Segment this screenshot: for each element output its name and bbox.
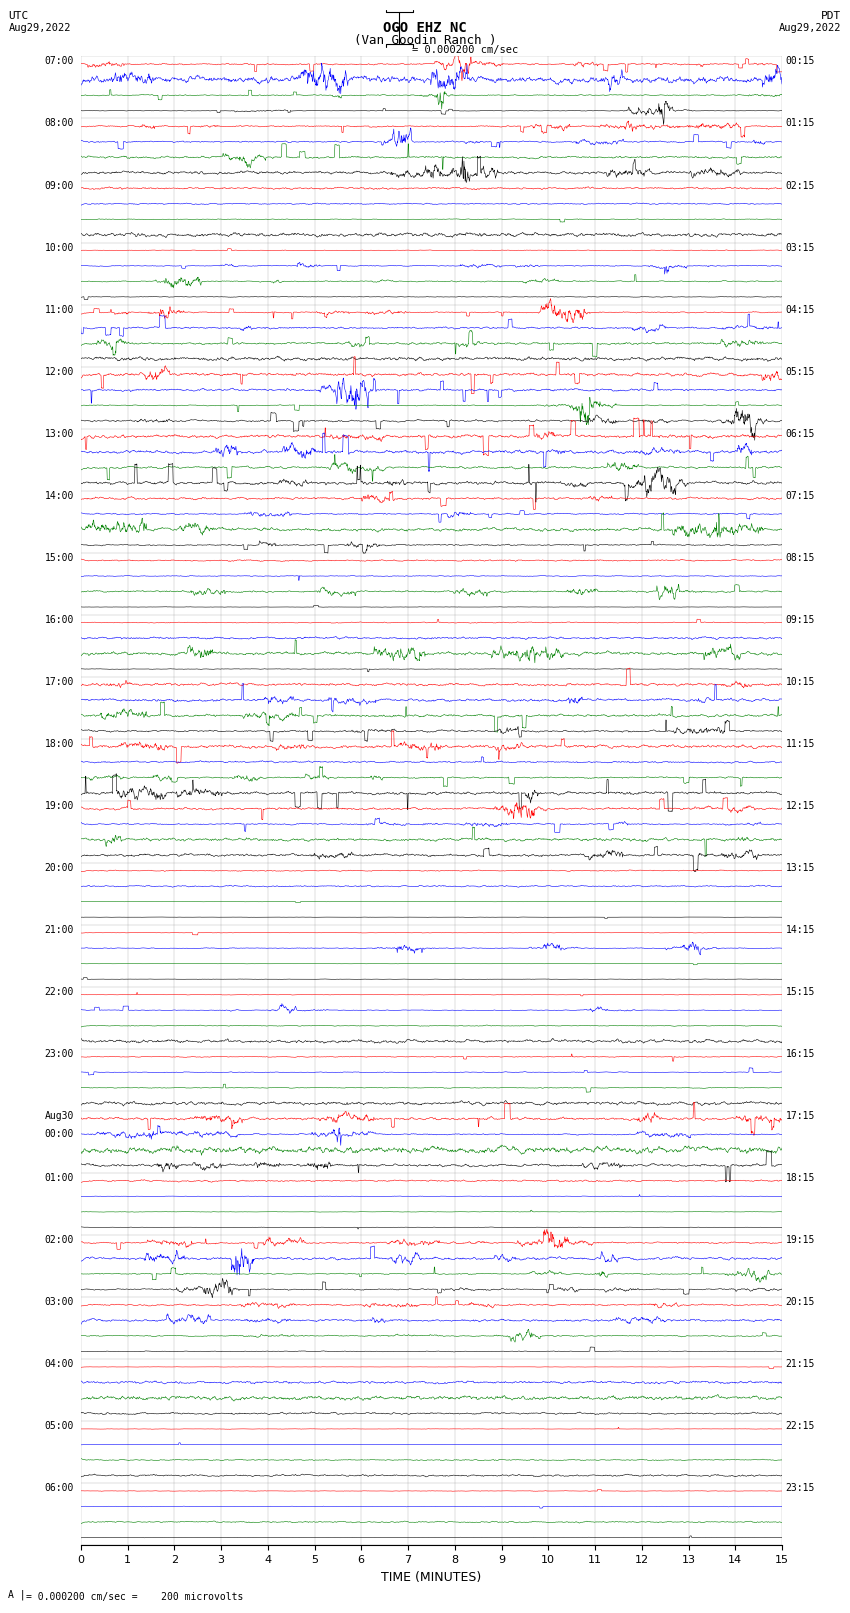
X-axis label: TIME (MINUTES): TIME (MINUTES) bbox=[382, 1571, 481, 1584]
Text: 23:15: 23:15 bbox=[785, 1484, 815, 1494]
Text: OGO EHZ NC: OGO EHZ NC bbox=[383, 21, 467, 35]
Text: 03:00: 03:00 bbox=[44, 1297, 74, 1307]
Text: 01:00: 01:00 bbox=[44, 1173, 74, 1182]
Text: 19:15: 19:15 bbox=[785, 1236, 815, 1245]
Text: 19:00: 19:00 bbox=[44, 802, 74, 811]
Text: 18:00: 18:00 bbox=[44, 739, 74, 748]
Text: A |: A | bbox=[8, 1589, 26, 1600]
Text: 10:15: 10:15 bbox=[785, 677, 815, 687]
Text: 02:00: 02:00 bbox=[44, 1236, 74, 1245]
Text: 04:15: 04:15 bbox=[785, 305, 815, 315]
Text: 10:00: 10:00 bbox=[44, 242, 74, 253]
Text: 14:15: 14:15 bbox=[785, 924, 815, 936]
Text: 01:15: 01:15 bbox=[785, 118, 815, 129]
Text: 05:00: 05:00 bbox=[44, 1421, 74, 1431]
Text: Aug29,2022: Aug29,2022 bbox=[779, 23, 842, 32]
Text: 18:15: 18:15 bbox=[785, 1173, 815, 1182]
Text: 08:15: 08:15 bbox=[785, 553, 815, 563]
Text: 16:15: 16:15 bbox=[785, 1048, 815, 1060]
Text: 02:15: 02:15 bbox=[785, 181, 815, 190]
Text: 21:00: 21:00 bbox=[44, 924, 74, 936]
Text: 22:15: 22:15 bbox=[785, 1421, 815, 1431]
Text: 11:00: 11:00 bbox=[44, 305, 74, 315]
Text: 13:15: 13:15 bbox=[785, 863, 815, 873]
Text: UTC: UTC bbox=[8, 11, 29, 21]
Text: = 0.000200 cm/sec: = 0.000200 cm/sec bbox=[412, 45, 518, 55]
Text: 04:00: 04:00 bbox=[44, 1360, 74, 1369]
Text: 09:15: 09:15 bbox=[785, 615, 815, 624]
Text: 03:15: 03:15 bbox=[785, 242, 815, 253]
Text: 05:15: 05:15 bbox=[785, 366, 815, 376]
Text: 13:00: 13:00 bbox=[44, 429, 74, 439]
Text: 20:15: 20:15 bbox=[785, 1297, 815, 1307]
Text: 07:15: 07:15 bbox=[785, 490, 815, 500]
Text: Aug29,2022: Aug29,2022 bbox=[8, 23, 71, 32]
Text: 22:00: 22:00 bbox=[44, 987, 74, 997]
Text: 20:00: 20:00 bbox=[44, 863, 74, 873]
Text: (Van Goodin Ranch ): (Van Goodin Ranch ) bbox=[354, 34, 496, 47]
Text: 23:00: 23:00 bbox=[44, 1048, 74, 1060]
Text: 11:15: 11:15 bbox=[785, 739, 815, 748]
Text: Aug30: Aug30 bbox=[44, 1111, 74, 1121]
Text: 00:00: 00:00 bbox=[44, 1129, 74, 1139]
Text: 15:15: 15:15 bbox=[785, 987, 815, 997]
Text: 06:00: 06:00 bbox=[44, 1484, 74, 1494]
Text: 17:15: 17:15 bbox=[785, 1111, 815, 1121]
Text: 16:00: 16:00 bbox=[44, 615, 74, 624]
Text: 12:00: 12:00 bbox=[44, 366, 74, 376]
Text: 08:00: 08:00 bbox=[44, 118, 74, 129]
Text: = 0.000200 cm/sec =    200 microvolts: = 0.000200 cm/sec = 200 microvolts bbox=[26, 1592, 243, 1602]
Text: 17:00: 17:00 bbox=[44, 677, 74, 687]
Text: 07:00: 07:00 bbox=[44, 56, 74, 66]
Text: 00:15: 00:15 bbox=[785, 56, 815, 66]
Text: PDT: PDT bbox=[821, 11, 842, 21]
Text: 06:15: 06:15 bbox=[785, 429, 815, 439]
Text: 12:15: 12:15 bbox=[785, 802, 815, 811]
Text: 09:00: 09:00 bbox=[44, 181, 74, 190]
Text: 21:15: 21:15 bbox=[785, 1360, 815, 1369]
Text: 15:00: 15:00 bbox=[44, 553, 74, 563]
Text: 14:00: 14:00 bbox=[44, 490, 74, 500]
